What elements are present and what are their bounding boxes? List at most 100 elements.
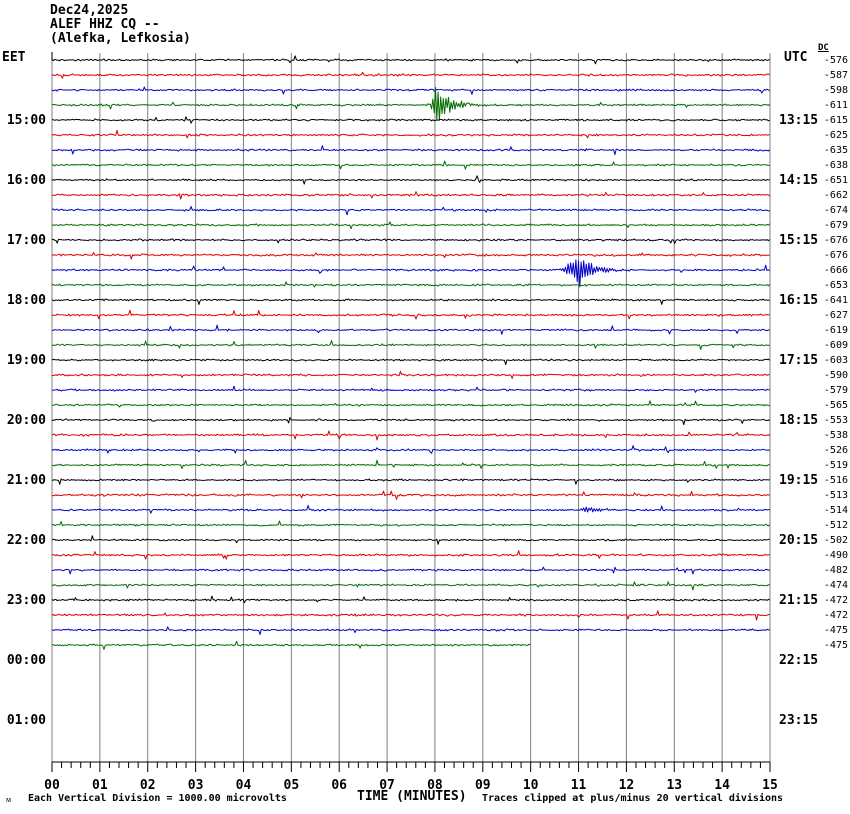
eet-time-label: 15:00 [7,113,46,128]
trace-row-27-blue [51,445,770,454]
trace-row-30-red [51,490,770,500]
label-layer: 15:00 16:00 17:00 18:00 19:00 20:00 21:00 22:00… [7,55,848,728]
dc-offset-value: -627 [824,310,848,321]
trace-row-31-blue [51,505,770,514]
trace-row-8-green [51,160,770,170]
dc-offset-value: -666 [824,265,848,276]
x-axis-title: TIME (MINUTES) [357,789,467,804]
x-tick-label: 00 [44,778,60,793]
dc-offset-value: -579 [824,385,848,396]
utc-time-label: 19:15 [779,473,818,488]
dc-offset-value: -611 [824,100,848,111]
dc-offset-value: -679 [824,220,848,231]
dc-offset-value: -513 [824,490,848,501]
eet-time-label: 17:00 [7,233,46,248]
utc-time-label: 14:15 [779,173,818,188]
trace-row-5-black [51,116,770,124]
dc-offset-value: -609 [824,340,848,351]
title-location: (Alefka, Lefkosia) [50,31,191,46]
dc-offset-value: -502 [824,535,848,546]
utc-time-label: 15:15 [779,233,818,248]
trace-row-38-red [51,610,770,621]
utc-time-label: 17:15 [779,353,818,368]
x-tick-label: 14 [714,778,730,793]
dc-offset-value: -676 [824,235,848,246]
trace-row-11-blue [51,206,770,216]
x-tick-label: 01 [92,778,108,793]
trace-row-7-blue [51,145,770,156]
dc-offset-value: -598 [824,85,848,96]
title-station: ALEF HHZ CQ -- [50,17,160,32]
x-tick-label: 13 [666,778,682,793]
dc-offset-value: -603 [824,355,848,366]
x-tick-label: 06 [331,778,347,793]
dc-offset-value: -587 [824,70,848,81]
dc-offset-value: -674 [824,205,848,216]
trace-row-33-black [51,535,770,545]
corner-mark: ᴍ [6,795,12,804]
dc-offset-value: -619 [824,325,848,336]
eet-time-label: 22:00 [7,533,46,548]
trace-row-19-blue [51,324,770,335]
x-tick-label: 04 [236,778,252,793]
utc-time-label: 18:15 [779,413,818,428]
dc-offset-value: -475 [824,625,848,636]
dc-offset-value: -651 [824,175,848,186]
utc-time-label: 13:15 [779,113,818,128]
trace-row-35-blue [51,566,770,575]
trace-row-26-red [51,430,770,441]
dc-offset-value: -565 [824,400,848,411]
left-axis-header: EET [2,50,26,65]
eet-time-label: 18:00 [7,293,46,308]
trace-row-25-black [51,417,770,426]
trace-row-37-black [51,595,770,604]
trace-row-17-black [51,298,770,305]
trace-row-10-red [51,191,770,200]
utc-time-label: 23:15 [779,713,818,728]
trace-row-34-red [51,550,770,560]
eet-time-label: 19:00 [7,353,46,368]
dc-offset-value: -553 [824,415,848,426]
dc-offset-value: -676 [824,250,848,261]
eet-time-label: 00:00 [7,653,46,668]
x-tick-label: 10 [523,778,539,793]
dc-offset-value: -662 [824,190,848,201]
trace-layer [51,52,770,650]
trace-row-29-black [51,478,770,485]
trace-row-20-green [51,340,770,351]
x-tick-label: 05 [284,778,300,793]
dc-offset-value: -641 [824,295,848,306]
eet-time-label: 23:00 [7,593,46,608]
x-tick-label: 03 [188,778,204,793]
dc-offset-value: -490 [824,550,848,561]
dc-offset-value: -615 [824,115,848,126]
dc-offset-value: -638 [824,160,848,171]
trace-row-39-blue [51,626,770,635]
dc-offset-value: -475 [824,640,848,651]
dc-offset-value: -635 [824,145,848,156]
trace-row-3-blue [51,86,770,95]
trace-row-9-black [51,175,770,185]
trace-row-2-red [51,71,770,79]
x-axis: 00 01 02 03 04 05 06 07 08 09 10 11 12 13 14 15 [44,761,778,793]
dc-offset-value: -526 [824,445,848,456]
dc-offset-value: -625 [824,130,848,141]
dc-column-header: DC [818,43,829,53]
x-tick-label: 08 [427,778,443,793]
dc-offset-value: -512 [824,520,848,531]
x-tick-label: 15 [762,778,778,793]
dc-offset-value: -653 [824,280,848,291]
dc-offset-value: -576 [824,55,848,66]
dc-offset-value: -482 [824,565,848,576]
utc-time-label: 22:15 [779,653,818,668]
utc-time-label: 20:15 [779,533,818,548]
trace-row-18-red [51,309,770,320]
dc-offset-value: -474 [824,580,848,591]
trace-row-23-blue [51,385,770,393]
x-tick-label: 02 [140,778,156,793]
eet-time-label: 21:00 [7,473,46,488]
trace-row-12-green [51,221,770,230]
x-tick-label: 11 [571,778,587,793]
